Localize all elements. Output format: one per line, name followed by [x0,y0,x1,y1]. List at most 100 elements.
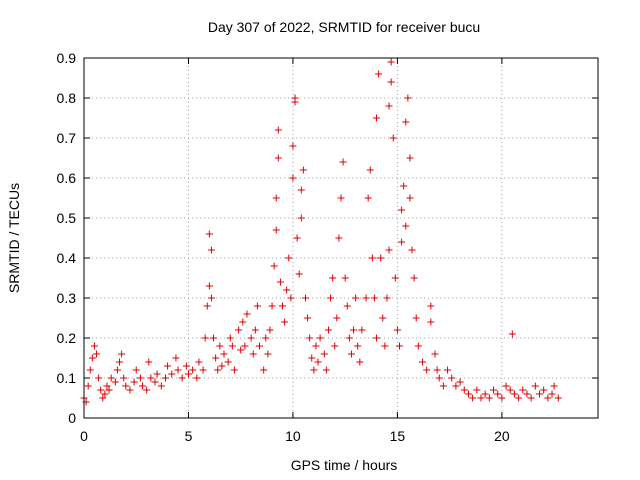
data-point [249,350,257,358]
data-point [272,226,280,234]
data-point [205,282,213,290]
data-point [335,234,343,242]
data-point [247,334,255,342]
data-point [111,378,119,386]
data-point [230,366,238,374]
data-point [285,254,293,262]
data-point [107,374,115,382]
data-point [295,270,303,278]
data-point [262,334,270,342]
x-tick-label: 5 [185,428,193,444]
data-point [314,358,322,366]
data-point [515,394,523,402]
data-point [540,386,548,394]
data-point [214,366,222,374]
data-point [312,342,320,350]
data-point [268,302,276,310]
data-point [485,394,493,402]
data-point [147,374,155,382]
data-point [274,154,282,162]
data-point [301,294,309,302]
data-point [220,350,228,358]
data-point [95,374,103,382]
data-point [498,394,506,402]
data-point [151,378,159,386]
grid-lines [84,58,598,418]
data-point [339,158,347,166]
data-point [153,370,161,378]
data-point [84,382,92,390]
data-point [122,382,130,390]
data-point [406,154,414,162]
data-point [304,314,312,322]
data-point [272,194,280,202]
data-point [278,302,286,310]
data-point [398,206,406,214]
data-point [172,354,180,362]
data-point [207,246,215,254]
data-point [398,238,406,246]
plot-frame [83,57,599,419]
data-point [161,374,169,382]
data-point [103,382,111,390]
data-point [337,194,345,202]
data-point [383,294,391,302]
data-point [391,274,399,282]
data-point [406,194,414,202]
data-point [105,386,113,394]
data-point [126,386,134,394]
x-tick-label: 15 [390,428,406,444]
data-point [274,126,282,134]
data-point [350,326,358,334]
data-point [132,366,140,374]
y-tick-label: 0.8 [57,90,77,106]
data-point [427,318,435,326]
data-point [139,382,147,390]
data-point [510,390,518,398]
data-point [427,302,435,310]
data-point [157,382,165,390]
data-point [276,278,284,286]
y-tick-label: 0.1 [57,370,77,386]
data-point [404,94,412,102]
data-point [481,390,489,398]
x-tick-label: 0 [80,428,88,444]
data-point [431,350,439,358]
data-point [297,186,305,194]
data-point [356,358,364,366]
data-point [414,342,422,350]
data-point [113,366,121,374]
data-point [370,294,378,302]
data-point [143,386,151,394]
data-point [199,366,207,374]
data-point [550,382,558,390]
data-point [322,366,330,374]
data-point [289,142,297,150]
data-point [385,246,393,254]
data-point [316,334,324,342]
data-point [193,374,201,382]
data-point [473,386,481,394]
data-point [216,342,224,350]
data-point [435,374,443,382]
data-point [379,314,387,322]
data-point [86,366,94,374]
data-point [464,390,472,398]
data-point [544,394,552,402]
data-point [343,302,351,310]
y-tick-label: 0.4 [57,250,77,266]
data-point [327,294,335,302]
y-axis-ticks: 0 0.1 0.2 0.3 0.4 0.5 0.6 0.7 0.8 0.9 [57,50,598,426]
y-tick-label: 0.3 [57,290,77,306]
data-point [508,330,516,338]
data-point [168,370,176,378]
data-point [554,394,562,402]
data-point [402,222,410,230]
chart-title: Day 307 of 2022, SRMTID for receiver buc… [208,19,480,35]
data-point [260,366,268,374]
data-point [354,342,362,350]
data-point [256,342,264,350]
x-tick-label: 20 [494,428,510,444]
data-point [452,382,460,390]
data-point [358,326,366,334]
